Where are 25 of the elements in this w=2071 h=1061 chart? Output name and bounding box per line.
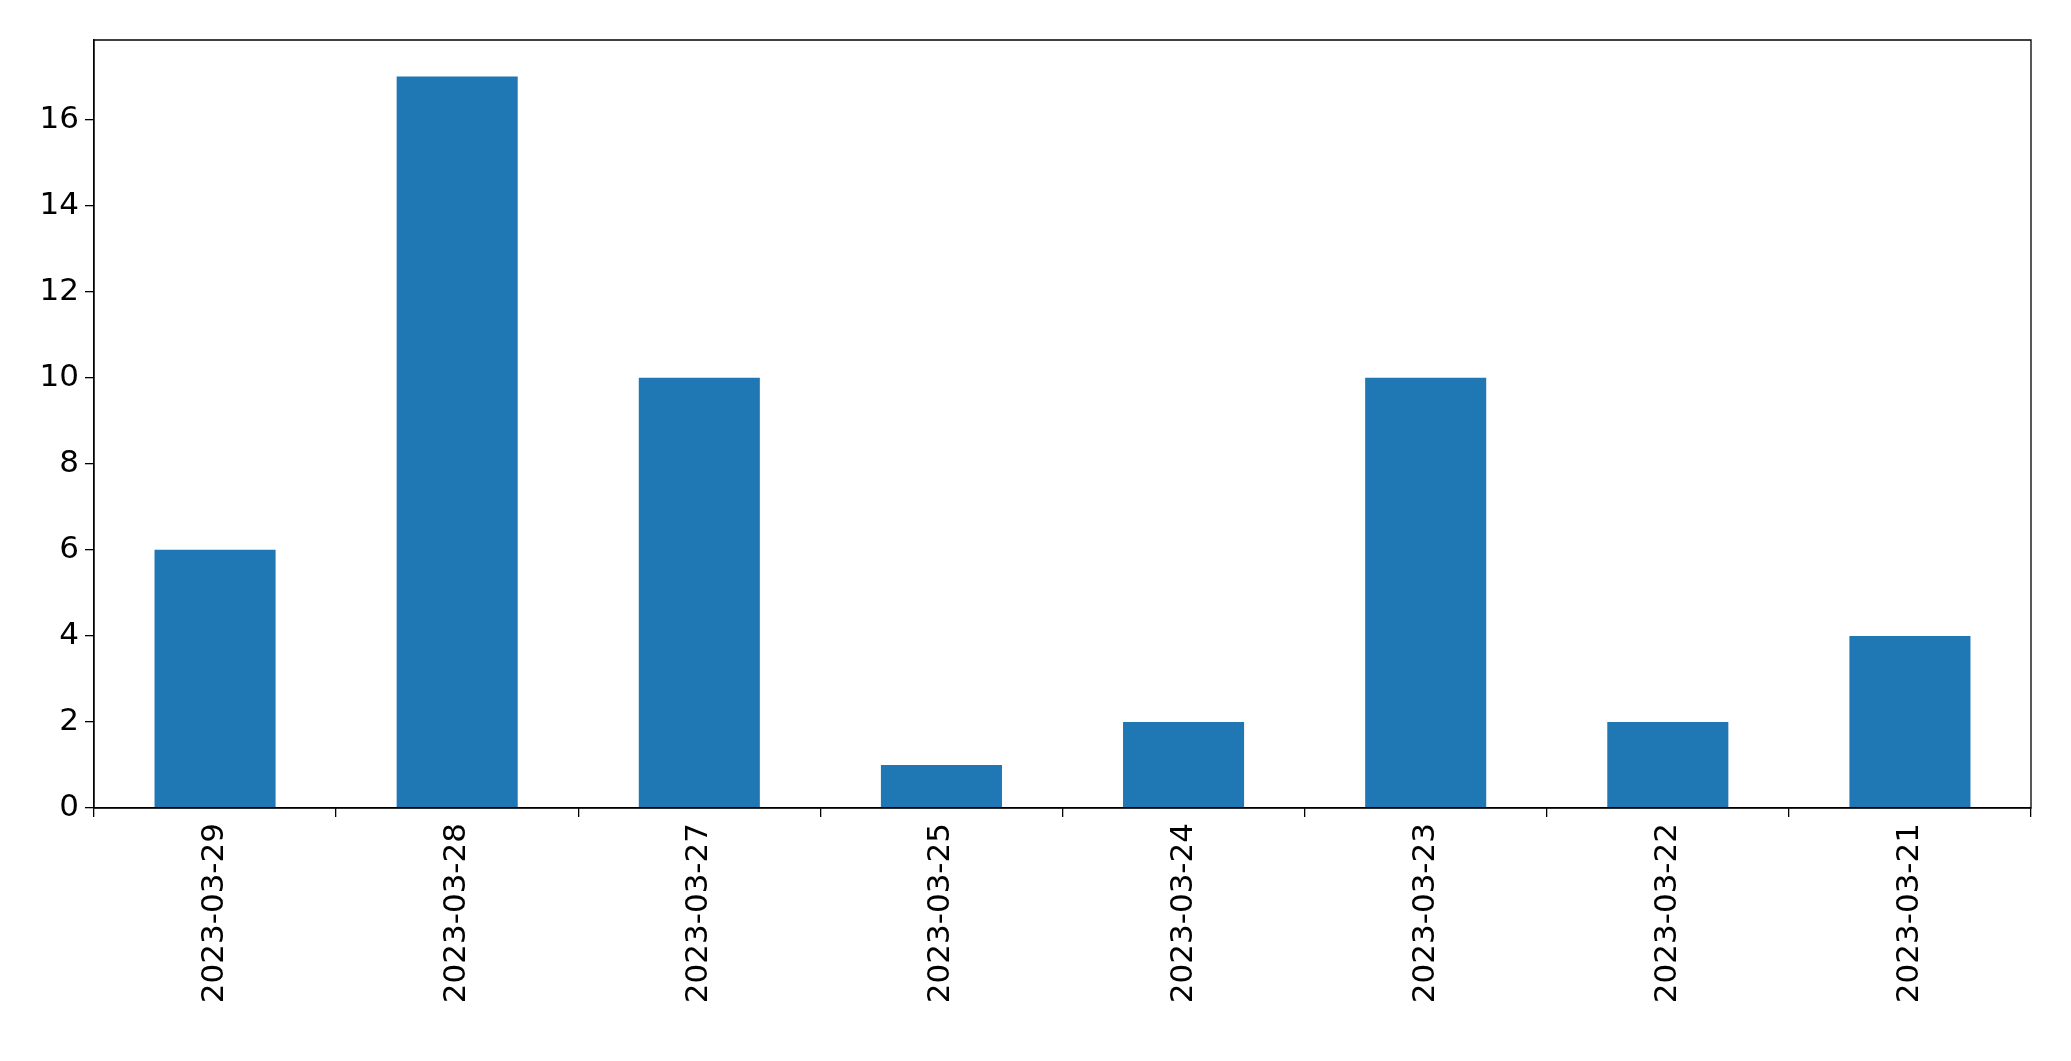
x-tick-label: 2023-03-21 [1888, 823, 1925, 1004]
bar [1123, 721, 1245, 808]
bar [154, 549, 276, 808]
y-tick-label: 2 [59, 701, 79, 737]
x-tick-label: 2023-03-25 [920, 823, 957, 1004]
bar [1849, 635, 1971, 808]
x-tick-label: 2023-03-27 [678, 823, 715, 1004]
x-tick-label: 2023-03-29 [194, 823, 231, 1004]
bar [880, 764, 1002, 808]
y-tick-label: 8 [59, 442, 79, 479]
y-tick-label: 0 [59, 787, 79, 824]
bar [1607, 721, 1729, 808]
y-tick-label: 4 [59, 614, 79, 651]
y-tick-label: 14 [39, 184, 79, 221]
y-tick-label: 10 [39, 356, 79, 393]
bar [1365, 377, 1487, 808]
x-tick-label: 2023-03-24 [1162, 823, 1199, 1004]
x-tick-label: 2023-03-22 [1646, 823, 1683, 1004]
y-tick-label: 16 [39, 98, 79, 135]
bar [638, 377, 760, 808]
x-tick-label: 2023-03-28 [436, 823, 473, 1004]
y-tick-label: 6 [59, 528, 79, 565]
bar [396, 76, 518, 808]
x-tick-label: 2023-03-23 [1404, 823, 1441, 1004]
y-tick-label: 12 [39, 270, 79, 307]
